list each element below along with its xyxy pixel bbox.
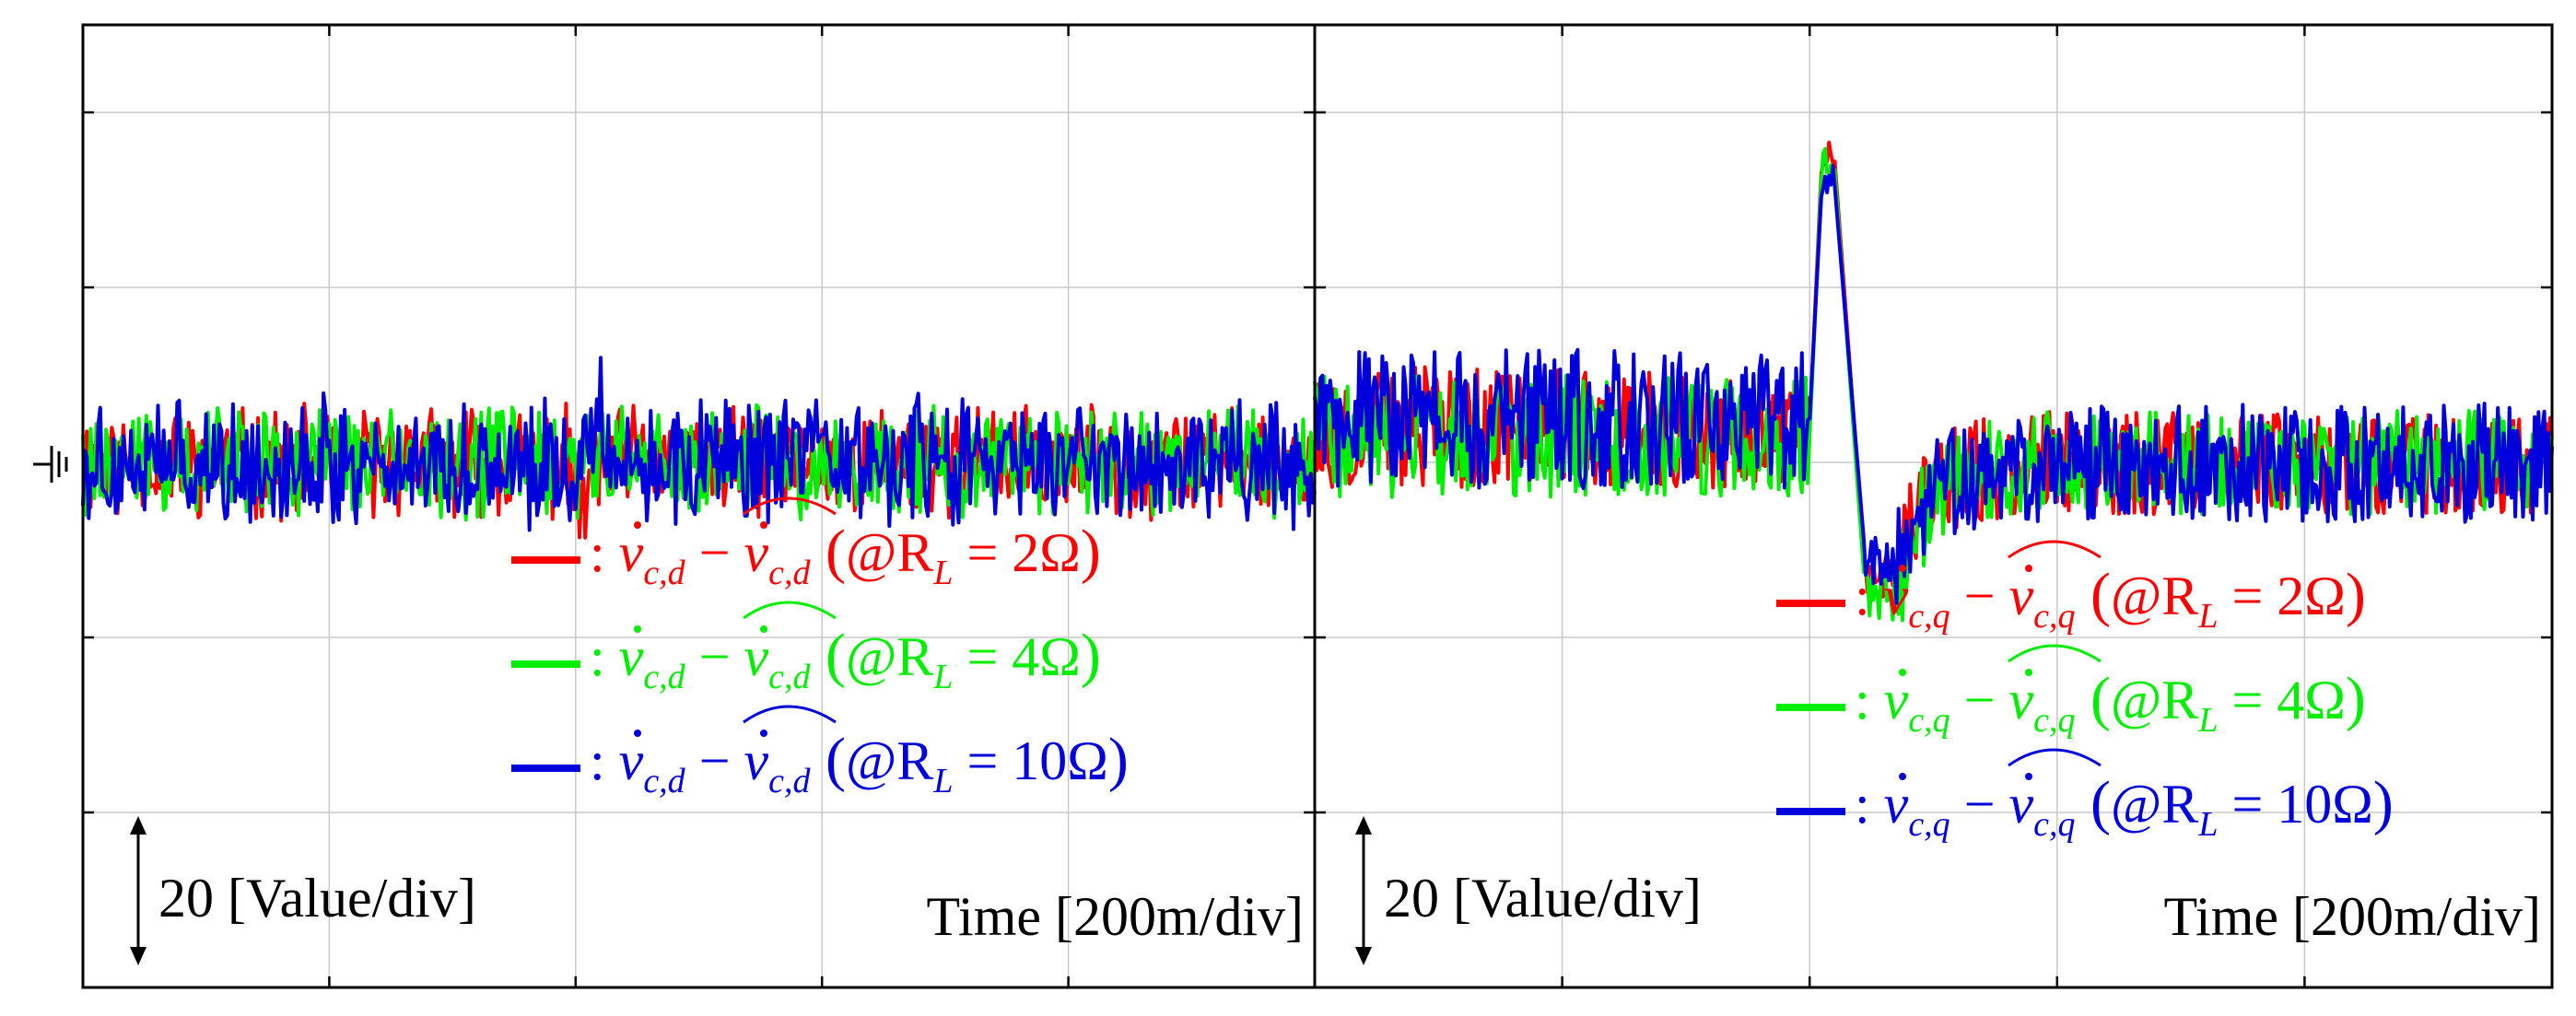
scale-arrow-head-up — [130, 816, 146, 835]
dot-accent — [760, 730, 767, 737]
dot-accent — [634, 625, 641, 633]
scale-arrow-head-up — [1355, 816, 1372, 835]
legend-entry: : vc,q − vc,q (@RL = 2Ω) — [1855, 561, 2366, 636]
scale-arrow-head-down — [1355, 947, 1372, 965]
hat-accent — [2008, 748, 2102, 767]
dot-accent — [2025, 669, 2032, 676]
hat-accent — [743, 601, 837, 620]
legend-entry: : vc,q − vc,q (@RL = 4Ω) — [1855, 665, 2366, 740]
dot-accent — [760, 521, 767, 529]
legend-entry: : vc,q − vc,q (@RL = 10Ω) — [1855, 769, 2394, 844]
trace-right-3 — [1313, 164, 2554, 605]
legend-entry: : vc,d − vc,d (@RL = 4Ω) — [590, 622, 1101, 696]
trace-left-3 — [81, 356, 1317, 532]
scale-arrow-head-down — [130, 947, 146, 965]
plot-frame — [1313, 23, 2554, 989]
dot-accent — [2025, 773, 2032, 780]
dot-accent — [1899, 565, 1906, 572]
y-scale-label: 20 [Value/div] — [158, 868, 476, 928]
left-panel: : vc,d − vc,d (@RL = 2Ω) : vc,d − vc,d (@… — [81, 23, 1317, 989]
right-panel: : vc,q − vc,q (@RL = 2Ω) : vc,q − vc,q (@… — [1313, 23, 2554, 989]
hat-accent — [2008, 644, 2102, 663]
hat-accent — [743, 496, 837, 516]
ground-symbol — [33, 446, 68, 483]
hat-accent — [743, 705, 837, 724]
dot-accent — [634, 730, 641, 737]
hat-accent — [2008, 540, 2102, 559]
dot-accent — [1899, 773, 1906, 780]
legend-entry: : vc,d − vc,d (@RL = 2Ω) — [590, 518, 1101, 592]
dot-accent — [634, 521, 641, 529]
y-scale-label: 20 [Value/div] — [1384, 868, 1702, 928]
dot-accent — [2025, 565, 2032, 572]
dot-accent — [760, 625, 767, 633]
dot-accent — [1899, 669, 1906, 676]
x-scale-label: Time [200m/div] — [927, 886, 1304, 947]
legend-entry: : vc,d − vc,d (@RL = 10Ω) — [590, 726, 1129, 800]
x-scale-label: Time [200m/div] — [2164, 886, 2541, 947]
